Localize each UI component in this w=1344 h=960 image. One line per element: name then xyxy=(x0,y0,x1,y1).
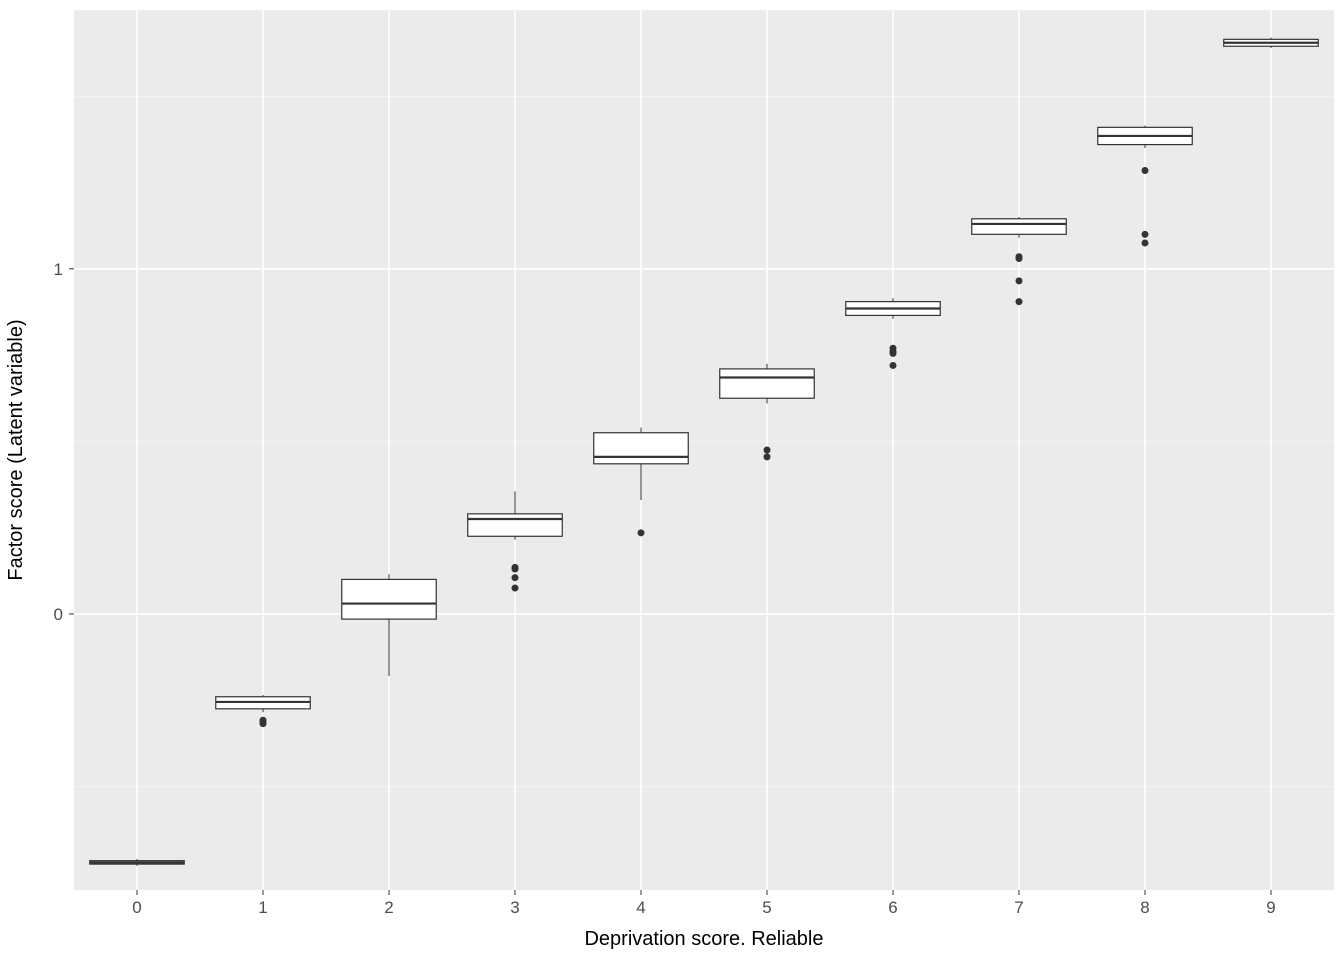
boxplot-chart: 0 1 2 3 4 5 6 7 8 9 0 1 Deprivation score. Reliable F… xyxy=(0,0,1344,960)
x-tick-label: 2 xyxy=(384,898,393,917)
x-tick-label: 0 xyxy=(132,898,141,917)
x-tick-label: 3 xyxy=(510,898,519,917)
x-tick-label: 4 xyxy=(636,898,645,917)
x-tick-label: 7 xyxy=(1014,898,1023,917)
x-tick-label: 5 xyxy=(762,898,771,917)
x-tick-label: 8 xyxy=(1140,898,1149,917)
x-axis-label: Deprivation score. Reliable xyxy=(584,928,823,950)
y-tick-label: 1 xyxy=(54,260,63,279)
x-tick-label: 6 xyxy=(888,898,897,917)
x-tick-label: 1 xyxy=(258,898,267,917)
y-tick-label: 0 xyxy=(54,605,63,624)
x-tick-label: 9 xyxy=(1266,898,1275,917)
y-axis-label: Factor score (Latent variable) xyxy=(5,319,27,580)
chart-svg: 0 1 2 3 4 5 6 7 8 9 0 1 Deprivation score. Reliable F… xyxy=(0,0,1344,960)
